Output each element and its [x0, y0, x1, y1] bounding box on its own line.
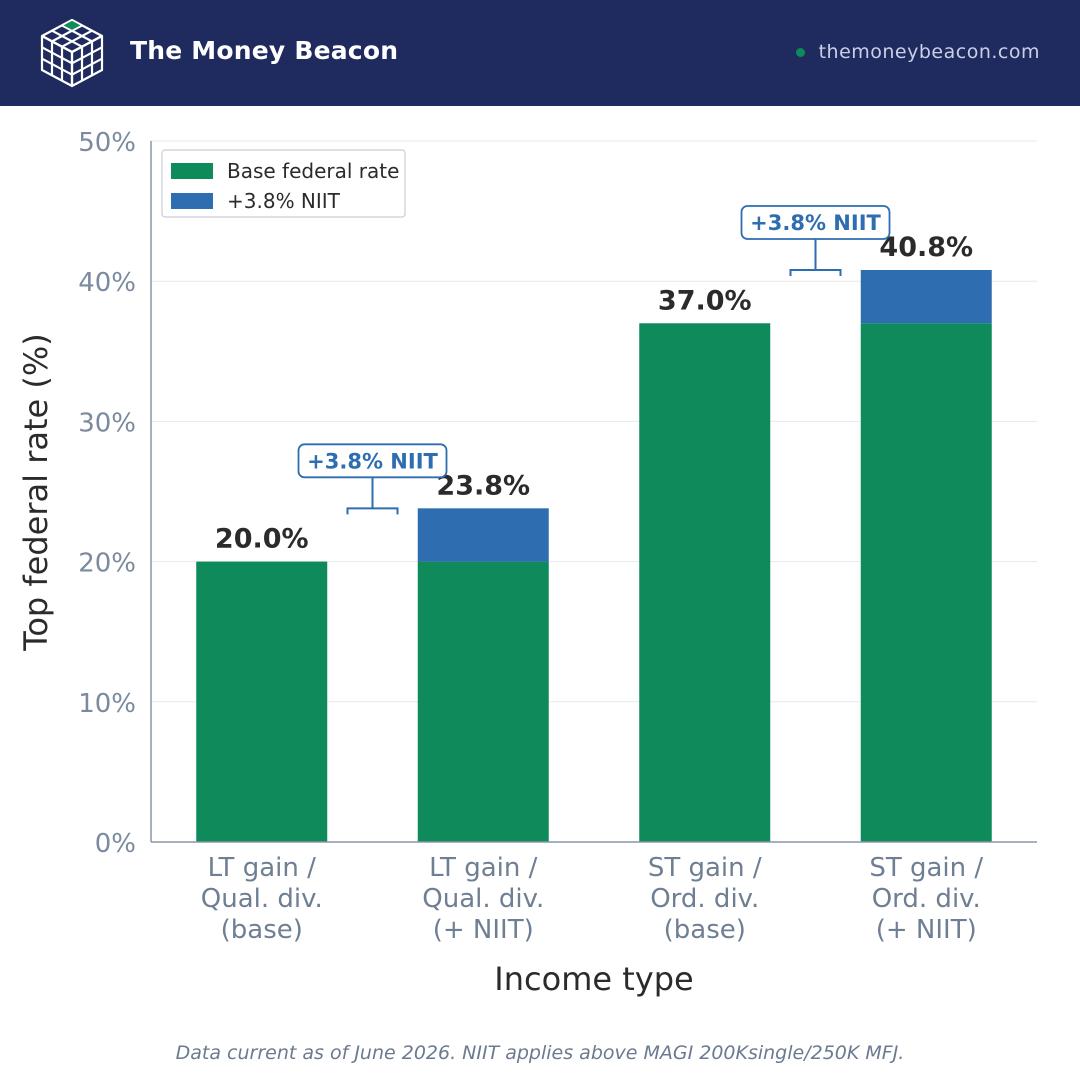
- bar-base: [196, 561, 328, 842]
- bar-niit: [860, 269, 992, 324]
- niit-bracket: [789, 238, 842, 276]
- legend-box: [161, 149, 406, 218]
- x-tick-label: (base): [221, 915, 303, 945]
- x-tick-label: (base): [664, 915, 746, 945]
- brand-name: The Money Beacon: [130, 36, 399, 65]
- y-tick-label: 30%: [78, 408, 136, 438]
- x-axis-title: Income type: [494, 960, 693, 998]
- x-tick-label: Qual. div.: [422, 884, 544, 914]
- x-tick-label: ST gain /: [869, 853, 983, 883]
- niit-bracket: [346, 477, 399, 515]
- y-tick-label: 10%: [78, 689, 136, 719]
- legend-swatch: [171, 163, 213, 179]
- x-tick-label: (+ NIIT): [876, 915, 977, 945]
- x-tick-label: LT gain /: [208, 853, 316, 883]
- x-tick-label: Ord. div.: [872, 884, 981, 914]
- x-tick-label: Ord. div.: [650, 884, 759, 914]
- data-label: 40.8%: [879, 232, 973, 263]
- data-label: 23.8%: [436, 470, 530, 501]
- bar-chart: 0% 10% 20% 30% 40% 50% 20.0% 23.8% 37.0% 40.8% LT …: [17, 128, 1037, 998]
- y-tick-label: 50%: [78, 128, 136, 158]
- legend-label: +3.8% NIIT: [227, 189, 341, 213]
- x-tick-label: LT gain /: [429, 853, 537, 883]
- legend-swatch: [171, 193, 213, 209]
- y-tick-label: 0%: [95, 829, 136, 859]
- bar-base: [860, 323, 992, 842]
- x-tick-label: (+ NIIT): [433, 915, 534, 945]
- footer-note: Data current as of June 2026. NIIT appli…: [175, 1042, 905, 1064]
- data-label: 37.0%: [658, 285, 752, 316]
- y-axis-title: Top federal rate (%): [17, 333, 55, 652]
- niit-callout-label: +3.8% NIIT: [307, 449, 438, 473]
- niit-callout-label: +3.8% NIIT: [750, 211, 881, 235]
- x-tick-label: ST gain /: [648, 853, 762, 883]
- header-bar: The Money Beacon themoneybeacon.com: [0, 0, 1080, 106]
- data-label: 20.0%: [215, 524, 309, 555]
- x-tick-label: Qual. div.: [201, 884, 323, 914]
- bar-base: [639, 323, 771, 842]
- site-url-text: themoneybeacon.com: [818, 41, 1040, 63]
- y-tick-label: 40%: [78, 268, 136, 298]
- y-tick-label: 20%: [78, 549, 136, 579]
- bar-base: [417, 561, 549, 842]
- site-url[interactable]: themoneybeacon.com: [795, 41, 1040, 63]
- status-dot-icon: [795, 47, 805, 57]
- cube-grid-icon: [40, 18, 104, 88]
- legend-label: Base federal rate: [227, 159, 399, 183]
- bar-niit: [417, 508, 549, 562]
